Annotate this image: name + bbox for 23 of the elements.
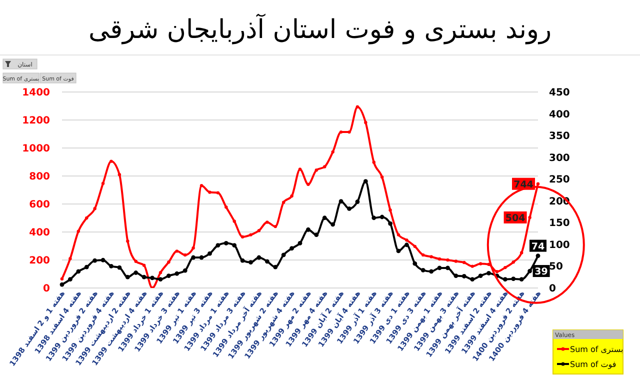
data-label: 744 bbox=[514, 179, 534, 190]
y2-tick-label: 450 bbox=[549, 88, 570, 98]
y-tick-label: 1200 bbox=[22, 116, 50, 126]
y-tick-label: 0 bbox=[43, 284, 50, 294]
y-tick-label: 600 bbox=[29, 200, 50, 210]
data-label: 504 bbox=[505, 212, 526, 224]
y-tick-label: 400 bbox=[29, 228, 50, 238]
y2-tick-label: 150 bbox=[549, 218, 570, 230]
y2-tick-label: 250 bbox=[549, 174, 570, 186]
y-tick-label: 800 bbox=[29, 172, 50, 182]
y-tick-label: 1000 bbox=[22, 144, 50, 154]
legend-label: Sum of فوت bbox=[570, 360, 616, 369]
y2-tick-label: 100 bbox=[549, 240, 570, 251]
chart-title: روند بستری و فوت استان آذربایجان شرقی bbox=[88, 13, 552, 45]
y-tick-label: 200 bbox=[29, 256, 50, 266]
data-label: 39 bbox=[534, 266, 548, 278]
data-label: 74 bbox=[531, 241, 545, 252]
y2-tick-label: 400 bbox=[549, 109, 570, 120]
y-tick-label: 1400 bbox=[22, 88, 50, 98]
y2-tick-label: 300 bbox=[549, 152, 570, 164]
y2-tick-label: 0 bbox=[549, 284, 556, 294]
legend-label: Sum of بستری bbox=[570, 345, 624, 354]
y2-tick-label: 350 bbox=[549, 131, 570, 142]
